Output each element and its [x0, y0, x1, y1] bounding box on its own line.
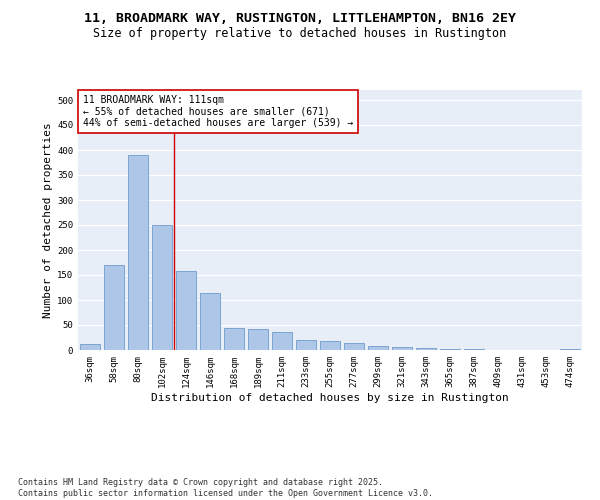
- Bar: [80, 344, 100, 350]
- Bar: [320, 341, 340, 350]
- X-axis label: Distribution of detached houses by size in Rustington: Distribution of detached houses by size …: [151, 392, 509, 402]
- Text: Size of property relative to detached houses in Rustington: Size of property relative to detached ho…: [94, 28, 506, 40]
- Bar: [368, 346, 388, 350]
- Bar: [560, 349, 580, 350]
- Bar: [296, 340, 316, 350]
- Bar: [344, 342, 364, 350]
- Bar: [176, 271, 196, 350]
- Bar: [224, 328, 244, 350]
- Bar: [128, 155, 148, 350]
- Bar: [464, 349, 484, 350]
- Bar: [104, 265, 124, 350]
- Bar: [416, 348, 436, 350]
- Bar: [392, 346, 412, 350]
- Y-axis label: Number of detached properties: Number of detached properties: [43, 122, 53, 318]
- Bar: [440, 348, 460, 350]
- Bar: [248, 328, 268, 350]
- Bar: [272, 332, 292, 350]
- Text: 11, BROADMARK WAY, RUSTINGTON, LITTLEHAMPTON, BN16 2EY: 11, BROADMARK WAY, RUSTINGTON, LITTLEHAM…: [84, 12, 516, 26]
- Bar: [200, 292, 220, 350]
- Text: 11 BROADMARK WAY: 111sqm
← 55% of detached houses are smaller (671)
44% of semi-: 11 BROADMARK WAY: 111sqm ← 55% of detach…: [83, 95, 353, 128]
- Text: Contains HM Land Registry data © Crown copyright and database right 2025.
Contai: Contains HM Land Registry data © Crown c…: [18, 478, 433, 498]
- Bar: [152, 225, 172, 350]
